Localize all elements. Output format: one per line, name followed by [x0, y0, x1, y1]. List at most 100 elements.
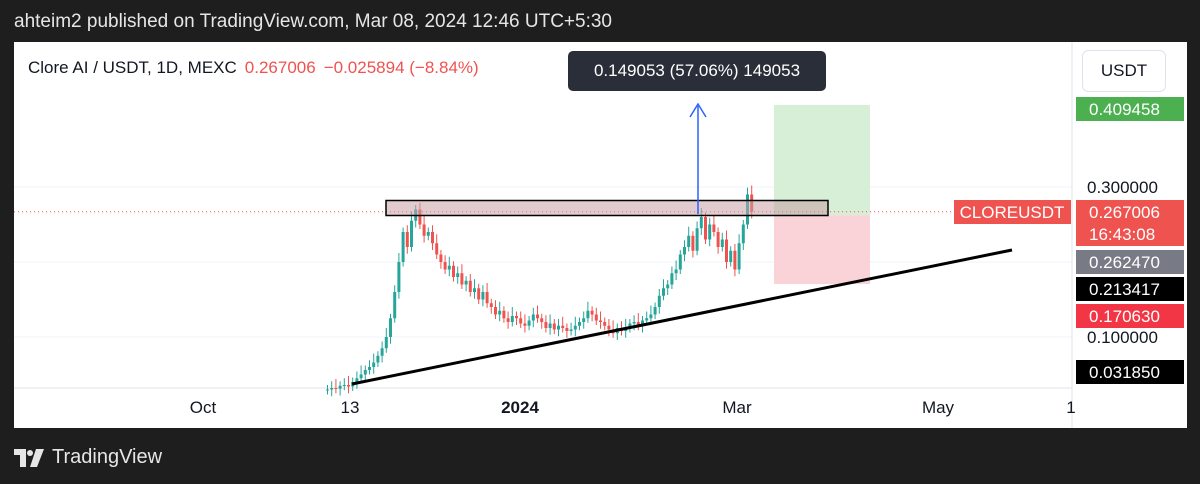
y-tick-label: 0.100000 — [1087, 328, 1158, 347]
candle-body — [741, 224, 745, 244]
candle-body — [657, 295, 661, 307]
candle-body — [557, 325, 560, 330]
measure-tooltip: 0.149053 (57.06%) 149053 — [568, 51, 826, 91]
symbol-name: Clore AI / USDT, 1D, MEXC — [28, 58, 237, 77]
candle-body — [393, 292, 397, 319]
candle-body — [376, 355, 380, 363]
x-tick-label: 13 — [341, 398, 360, 417]
tradingview-logo-icon — [14, 448, 44, 467]
candle-body — [405, 232, 409, 247]
price-chart[interactable]: Oct 13 2024 Mar May 1 0.300000 0.100000 0.409458… — [14, 42, 1187, 428]
candle-body — [389, 318, 392, 337]
candle-body — [439, 254, 443, 262]
candle-body — [628, 323, 632, 328]
candle-body — [683, 247, 686, 255]
candle-body — [536, 314, 539, 319]
price-label-bg — [1076, 304, 1184, 328]
price-label: 0.170630 — [1089, 307, 1160, 326]
candle-body — [510, 316, 514, 322]
candle-body — [338, 385, 342, 389]
candle-body — [368, 367, 371, 370]
price-label-bg — [1076, 250, 1184, 274]
candle-body — [603, 322, 607, 326]
candle-body — [645, 318, 649, 321]
support-trendline — [351, 248, 1013, 386]
x-tick-label: 1 — [1066, 398, 1075, 417]
resistance-zone — [385, 199, 829, 217]
candle-body — [725, 239, 728, 262]
candle-body — [494, 307, 497, 315]
candle-body — [586, 310, 590, 319]
candle-body — [464, 280, 468, 285]
candle-body — [578, 322, 581, 326]
candle-body — [540, 318, 544, 322]
candle-body — [678, 254, 682, 270]
candle-body — [699, 217, 703, 229]
candle-body — [548, 323, 552, 328]
x-tick-label: Oct — [190, 398, 217, 417]
candle-body — [712, 224, 716, 232]
candle-body — [695, 228, 699, 251]
candle-body — [733, 250, 737, 270]
candle-body — [590, 310, 594, 315]
x-tick-label: May — [922, 398, 955, 417]
price-label: 0.262470 — [1089, 253, 1160, 272]
candle-body — [519, 318, 523, 324]
currency-button[interactable]: USDT — [1082, 50, 1166, 92]
candle-body — [716, 232, 720, 247]
candle-body — [552, 323, 556, 330]
candle-body — [452, 265, 455, 277]
published-header: ahteim2 published on TradingView.com, Ma… — [14, 11, 612, 32]
candle-body — [363, 370, 367, 375]
candle-body — [670, 273, 674, 285]
candle-body — [565, 328, 569, 331]
candle-body — [372, 362, 376, 367]
symbol-tag: CLOREUSDT — [960, 203, 1065, 222]
candle-body — [641, 320, 644, 326]
candle-body — [674, 269, 678, 274]
candle-body — [506, 318, 510, 322]
price-label: 0.031850 — [1089, 363, 1160, 382]
measure-arrow-head — [689, 102, 707, 118]
price-label-bg — [1076, 360, 1184, 384]
candle-body — [473, 288, 476, 292]
price-label: 0.409458 — [1089, 100, 1160, 119]
candle-body — [468, 280, 472, 292]
profit-zone — [774, 104, 870, 216]
candle-body — [397, 262, 401, 292]
candle-body — [704, 217, 707, 240]
candle-body — [582, 318, 586, 322]
candle-body — [330, 388, 334, 390]
price-label-bg — [1076, 200, 1184, 246]
candle-body — [431, 232, 434, 244]
candle-body — [531, 314, 535, 321]
candle-body — [720, 239, 724, 247]
candle-body — [561, 325, 565, 328]
y-tick-label: 0.300000 — [1087, 178, 1158, 197]
price-change: −0.025894 (−8.84%) — [323, 58, 479, 77]
candle-body — [460, 273, 464, 285]
candle-body — [384, 337, 388, 349]
candle-body — [435, 243, 439, 255]
symbol-tag-bg — [954, 200, 1071, 224]
candle-body — [326, 389, 329, 391]
price-label-bg — [1076, 97, 1184, 121]
countdown-label: 16:43:08 — [1089, 225, 1155, 244]
candle-body — [573, 325, 577, 330]
candle-body — [666, 284, 670, 289]
candle-body — [569, 329, 573, 331]
candle-body — [607, 325, 611, 330]
candle-body — [401, 232, 405, 262]
candle-body — [422, 224, 426, 236]
chart-panel[interactable]: Oct 13 2024 Mar May 1 0.300000 0.100000 0.409458… — [14, 42, 1187, 428]
candle-body — [359, 374, 363, 379]
candle-body — [687, 235, 691, 247]
candle-body — [691, 235, 695, 251]
candle-body — [632, 322, 636, 324]
candle-body — [653, 307, 657, 315]
price-label: 0.213417 — [1089, 280, 1160, 299]
candle-body — [523, 323, 527, 326]
candle-body — [477, 288, 481, 300]
candle-body — [729, 250, 733, 262]
last-price: 0.267006 — [244, 58, 316, 77]
